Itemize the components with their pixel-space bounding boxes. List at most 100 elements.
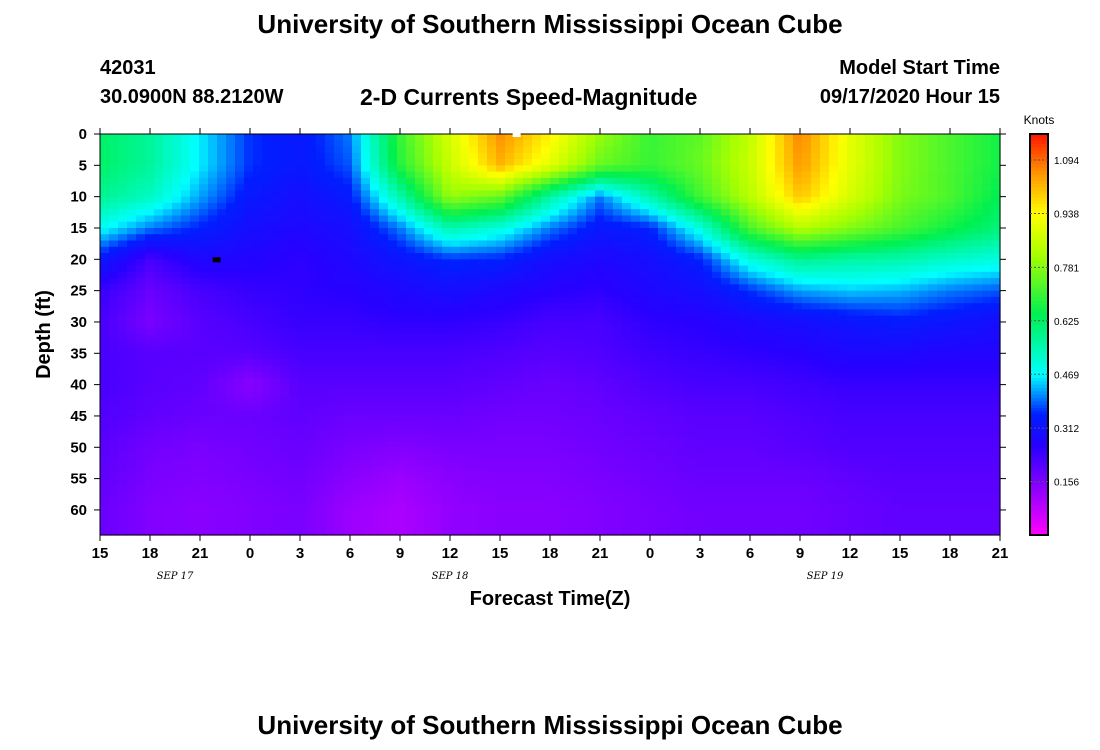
heatmap-cell <box>217 227 227 235</box>
heatmap-cell <box>847 227 857 235</box>
heatmap-cell <box>406 378 416 386</box>
heatmap-cell <box>442 165 452 173</box>
heatmap-cell <box>118 271 128 279</box>
heatmap-cell <box>100 171 110 179</box>
heatmap-cell <box>262 202 272 210</box>
heatmap-cell <box>244 409 254 417</box>
heatmap-cell <box>199 372 209 379</box>
heatmap-cell <box>865 415 875 423</box>
heatmap-cell <box>775 328 785 336</box>
heatmap-cell <box>775 221 785 229</box>
heatmap-cell <box>721 315 731 323</box>
heatmap-cell <box>604 315 614 323</box>
heatmap-cell <box>271 177 281 185</box>
heatmap-cell <box>721 140 731 148</box>
heatmap-cell <box>361 253 371 260</box>
heatmap-cell <box>433 372 443 379</box>
heatmap-cell <box>244 246 254 254</box>
heatmap-cell <box>748 372 758 379</box>
heatmap-cell <box>910 397 920 405</box>
heatmap-cell <box>406 321 416 329</box>
heatmap-cell <box>946 315 956 323</box>
heatmap-cell <box>622 240 632 248</box>
heatmap-cell <box>361 309 371 317</box>
heatmap-cell <box>946 209 956 217</box>
heatmap-cell <box>334 353 344 361</box>
heatmap-cell <box>451 234 461 242</box>
heatmap-cell <box>622 372 632 379</box>
heatmap-cell <box>100 240 110 248</box>
heatmap-cell <box>145 227 155 235</box>
heatmap-cell <box>883 184 893 191</box>
heatmap-cell <box>730 140 740 148</box>
heatmap-cell <box>460 140 470 148</box>
heatmap-cell <box>721 209 731 217</box>
heatmap-cell <box>784 202 794 210</box>
heatmap-cell <box>613 321 623 329</box>
heatmap-cell <box>631 415 641 423</box>
heatmap-cell <box>487 378 497 386</box>
heatmap-cell <box>559 246 569 254</box>
heatmap-cell <box>865 278 875 285</box>
heatmap-cell <box>460 202 470 210</box>
heatmap-cell <box>703 441 713 448</box>
heatmap-cell <box>649 265 659 273</box>
heatmap-cell <box>901 328 911 336</box>
heatmap-cell <box>271 372 281 379</box>
heatmap-cell <box>775 209 785 217</box>
heatmap-cell <box>703 340 713 348</box>
heatmap-cell <box>604 259 614 267</box>
heatmap-cell <box>100 340 110 348</box>
heatmap-cell <box>622 403 632 411</box>
heatmap-cell <box>370 253 380 260</box>
heatmap-cell <box>676 378 686 386</box>
heatmap-cell <box>946 321 956 329</box>
heatmap-cell <box>739 171 749 179</box>
heatmap-cell <box>298 334 308 342</box>
heatmap-cell <box>361 390 371 398</box>
heatmap-cell <box>820 347 830 354</box>
heatmap-cell <box>532 271 542 279</box>
heatmap-cell <box>982 347 992 354</box>
heatmap-cell <box>190 441 200 448</box>
heatmap-cell <box>406 309 416 317</box>
heatmap-cell <box>235 347 245 354</box>
heatmap-cell <box>595 265 605 273</box>
heatmap-cell <box>739 384 749 392</box>
heatmap-cell <box>397 372 407 379</box>
heatmap-cell <box>847 134 857 141</box>
heatmap-cell <box>865 140 875 148</box>
heatmap-cell <box>253 334 263 342</box>
heatmap-cell <box>658 347 668 354</box>
heatmap-cell <box>451 397 461 405</box>
heatmap-cell <box>532 353 542 361</box>
heatmap-cell <box>109 202 119 210</box>
heatmap-cell <box>190 259 200 267</box>
heatmap-cell <box>937 296 947 304</box>
heatmap-cell <box>307 265 317 273</box>
heatmap-cell <box>865 359 875 367</box>
heatmap-cell <box>514 428 524 436</box>
heatmap-cell <box>442 296 452 304</box>
heatmap-cell <box>172 190 182 198</box>
heatmap-cell <box>163 209 173 217</box>
heatmap-cell <box>505 146 515 154</box>
heatmap-cell <box>946 397 956 405</box>
heatmap-cell <box>226 278 236 285</box>
heatmap-cell <box>559 384 569 392</box>
heatmap-cell <box>145 177 155 185</box>
heatmap-cell <box>829 353 839 361</box>
heatmap-cell <box>199 296 209 304</box>
heatmap-cell <box>856 134 866 141</box>
heatmap-cell <box>649 315 659 323</box>
heatmap-cell <box>190 177 200 185</box>
heatmap-cell <box>766 196 776 204</box>
heatmap-cell <box>388 159 398 166</box>
heatmap-cell <box>892 441 902 448</box>
heatmap-cell <box>388 171 398 179</box>
heatmap-cell <box>748 359 758 367</box>
heatmap-cell <box>478 140 488 148</box>
heatmap-cell <box>757 309 767 317</box>
heatmap-cell <box>379 140 389 148</box>
heatmap-cell <box>667 271 677 279</box>
